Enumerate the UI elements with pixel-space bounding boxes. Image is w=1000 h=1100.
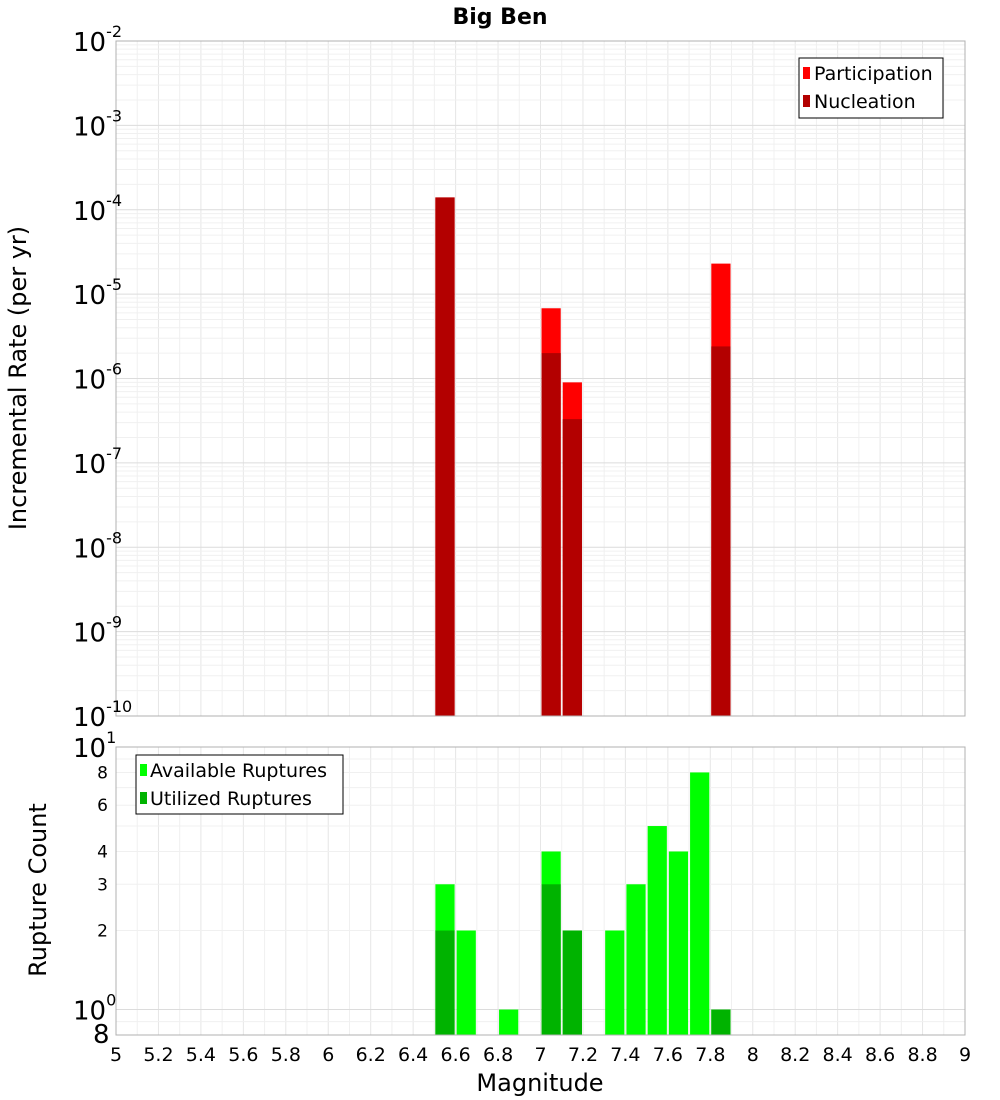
x-tick-label: 8.2: [780, 1044, 810, 1066]
bottom-y-tick-label: 4: [97, 842, 108, 862]
x-tick-label: 5.4: [186, 1044, 216, 1066]
x-tick-label: 8: [747, 1044, 759, 1066]
x-tick-label: 8.4: [823, 1044, 853, 1066]
top-frame: [115, 40, 966, 717]
bottom-legend-label: Utilized Ruptures: [150, 788, 312, 810]
bottom-y-tick-label: 6: [97, 796, 108, 816]
top-y-tick-label: 10-4: [73, 191, 122, 227]
top-legend: Participation Nucleation: [798, 57, 944, 119]
x-tick-label: 5.6: [228, 1044, 258, 1066]
x-tick-label: 8.8: [907, 1044, 937, 1066]
bottom-bar-utilized-ruptures: [562, 930, 582, 1035]
top-y-tick-label: 10-3: [73, 106, 122, 142]
bottom-frame: [115, 746, 966, 1036]
x-tick-label: 6.6: [440, 1044, 470, 1066]
top-bar-nucleation: [435, 197, 455, 717]
top-bar-nucleation: [711, 346, 731, 716]
x-tick-label: 5.8: [271, 1044, 301, 1066]
bottom-bar-available-ruptures: [626, 884, 646, 1035]
bottom-y-tick-label: 2: [97, 922, 108, 942]
top-y-tick-label: 10-2: [73, 22, 122, 58]
top-plot-area: 10-10 10-9 10-8 10-7 10-6 10-5 10-4 10-3 10-2 Par…: [73, 22, 966, 733]
top-y-tick-label: 10-8: [73, 528, 122, 564]
x-tick-label: 6.2: [356, 1044, 386, 1066]
x-tick-label: 6.4: [398, 1044, 428, 1066]
bottom-y-axis-label: Rupture Count: [24, 803, 52, 977]
top-y-tick-label: 10-5: [73, 275, 122, 311]
top-legend-swatch: [803, 95, 810, 107]
bottom-bar-utilized-ruptures: [711, 1009, 731, 1035]
bottom-y-tick-label: 3: [97, 875, 108, 895]
bottom-y-tick-label: 101: [73, 728, 116, 764]
top-legend-label: Participation: [814, 63, 933, 85]
bottom-bar-available-ruptures: [668, 851, 689, 1035]
bottom-y-tick-label: 8: [93, 1020, 110, 1050]
top-bar-nucleation: [541, 353, 561, 716]
x-tick-label: 7.4: [610, 1044, 640, 1066]
x-tick-label: 7: [534, 1044, 546, 1066]
bottom-legend-box: [135, 754, 344, 815]
top-y-tick-label: 10-7: [73, 444, 122, 480]
top-legend-label: Nucleation: [814, 91, 916, 113]
bottom-legend: Available Ruptures Utilized Ruptures: [135, 754, 344, 815]
x-axis-label: Magnitude: [476, 1069, 603, 1097]
x-tick-label: 5.2: [143, 1044, 173, 1066]
bottom-bar-utilized-ruptures: [435, 930, 455, 1035]
top-y-axis-label: Incremental Rate (per yr): [4, 226, 32, 530]
bottom-y-tick-label: 8: [97, 763, 108, 783]
x-tick-labels: 5 5.2 5.4 5.6 5.8 6 6.2 6.4 6.6 6.8 7 7.2 7.4 7.6 7.8 8…: [110, 1044, 971, 1066]
bottom-bar-utilized-ruptures: [541, 884, 561, 1035]
x-tick-label: 7.6: [653, 1044, 683, 1066]
x-tick-label: 9: [959, 1044, 971, 1066]
bottom-legend-label: Available Ruptures: [150, 760, 327, 782]
x-tick-label: 8.6: [865, 1044, 895, 1066]
bottom-bar-available-ruptures: [456, 930, 476, 1035]
bottom-bar-available-ruptures: [690, 772, 710, 1035]
bottom-bar-available-ruptures: [647, 826, 667, 1035]
bottom-y-tick-label: 100: [73, 991, 116, 1027]
top-y-tick-label: 10-9: [73, 613, 122, 649]
x-tick-label: 7.2: [568, 1044, 598, 1066]
top-legend-box: [798, 57, 944, 119]
chart-title: Big Ben: [452, 5, 547, 30]
bottom-bar-available-ruptures: [605, 930, 625, 1035]
top-y-tick-label: 10-10: [73, 697, 132, 733]
top-legend-swatch: [803, 67, 810, 79]
x-tick-label: 6: [322, 1044, 334, 1066]
x-tick-label: 5: [110, 1044, 122, 1066]
x-tick-label: 7.8: [695, 1044, 725, 1066]
x-tick-label: 6.8: [483, 1044, 513, 1066]
bottom-bar-available-ruptures: [499, 1009, 519, 1035]
top-bar-nucleation: [562, 419, 582, 716]
bottom-legend-swatch: [140, 764, 147, 776]
top-y-tick-label: 10-6: [73, 360, 122, 396]
bottom-legend-swatch: [140, 792, 147, 804]
